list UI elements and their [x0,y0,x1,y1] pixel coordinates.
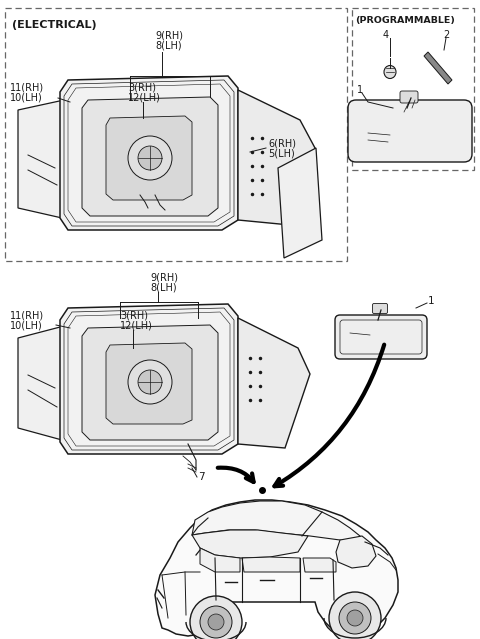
FancyBboxPatch shape [400,91,418,103]
Text: 10(LH): 10(LH) [10,320,43,330]
Circle shape [128,136,172,180]
Text: 7: 7 [198,472,204,482]
Text: 12(LH): 12(LH) [128,92,161,102]
Circle shape [339,602,371,634]
Text: 2: 2 [443,30,449,40]
Polygon shape [106,343,192,424]
FancyBboxPatch shape [335,315,427,359]
FancyArrowPatch shape [275,344,384,486]
Polygon shape [336,536,376,568]
Polygon shape [200,548,240,572]
Polygon shape [60,76,238,230]
Polygon shape [242,557,300,572]
Polygon shape [238,90,315,225]
Text: 11(RH): 11(RH) [10,82,44,92]
Polygon shape [192,530,308,558]
Text: 9(RH): 9(RH) [150,272,178,282]
Text: 10(LH): 10(LH) [10,92,43,102]
Polygon shape [192,501,370,545]
Text: 1: 1 [357,85,363,95]
Polygon shape [18,100,64,218]
Text: 1: 1 [428,296,434,306]
Polygon shape [82,325,218,440]
Text: 11(RH): 11(RH) [10,310,44,320]
Polygon shape [18,326,64,440]
Text: (ELECTRICAL): (ELECTRICAL) [12,20,96,30]
Polygon shape [238,318,310,448]
FancyArrowPatch shape [218,468,253,482]
Circle shape [190,596,242,639]
Text: 4: 4 [383,30,389,40]
Text: 12(LH): 12(LH) [120,320,153,330]
Polygon shape [424,52,452,84]
Bar [352,8,474,170]
Text: 8(LH): 8(LH) [155,40,181,50]
Circle shape [347,610,363,626]
Text: 9(RH): 9(RH) [155,30,183,40]
Text: (PROGRAMMABLE): (PROGRAMMABLE) [355,16,455,25]
Polygon shape [278,148,322,258]
Polygon shape [82,97,218,216]
Text: 5(LH): 5(LH) [268,148,295,158]
Polygon shape [106,116,192,200]
Text: 8(LH): 8(LH) [150,282,177,292]
Polygon shape [155,500,398,636]
Circle shape [200,606,232,638]
Circle shape [138,146,162,170]
FancyBboxPatch shape [348,100,472,162]
Text: 6(RH): 6(RH) [268,138,296,148]
Circle shape [128,360,172,404]
Polygon shape [60,304,238,454]
Circle shape [138,370,162,394]
Bar [5,8,347,261]
Circle shape [208,614,224,630]
Text: 3(RH): 3(RH) [120,310,148,320]
Polygon shape [303,558,336,572]
Circle shape [329,592,381,639]
FancyBboxPatch shape [372,304,387,314]
Text: 3(RH): 3(RH) [128,82,156,92]
Ellipse shape [384,66,396,79]
